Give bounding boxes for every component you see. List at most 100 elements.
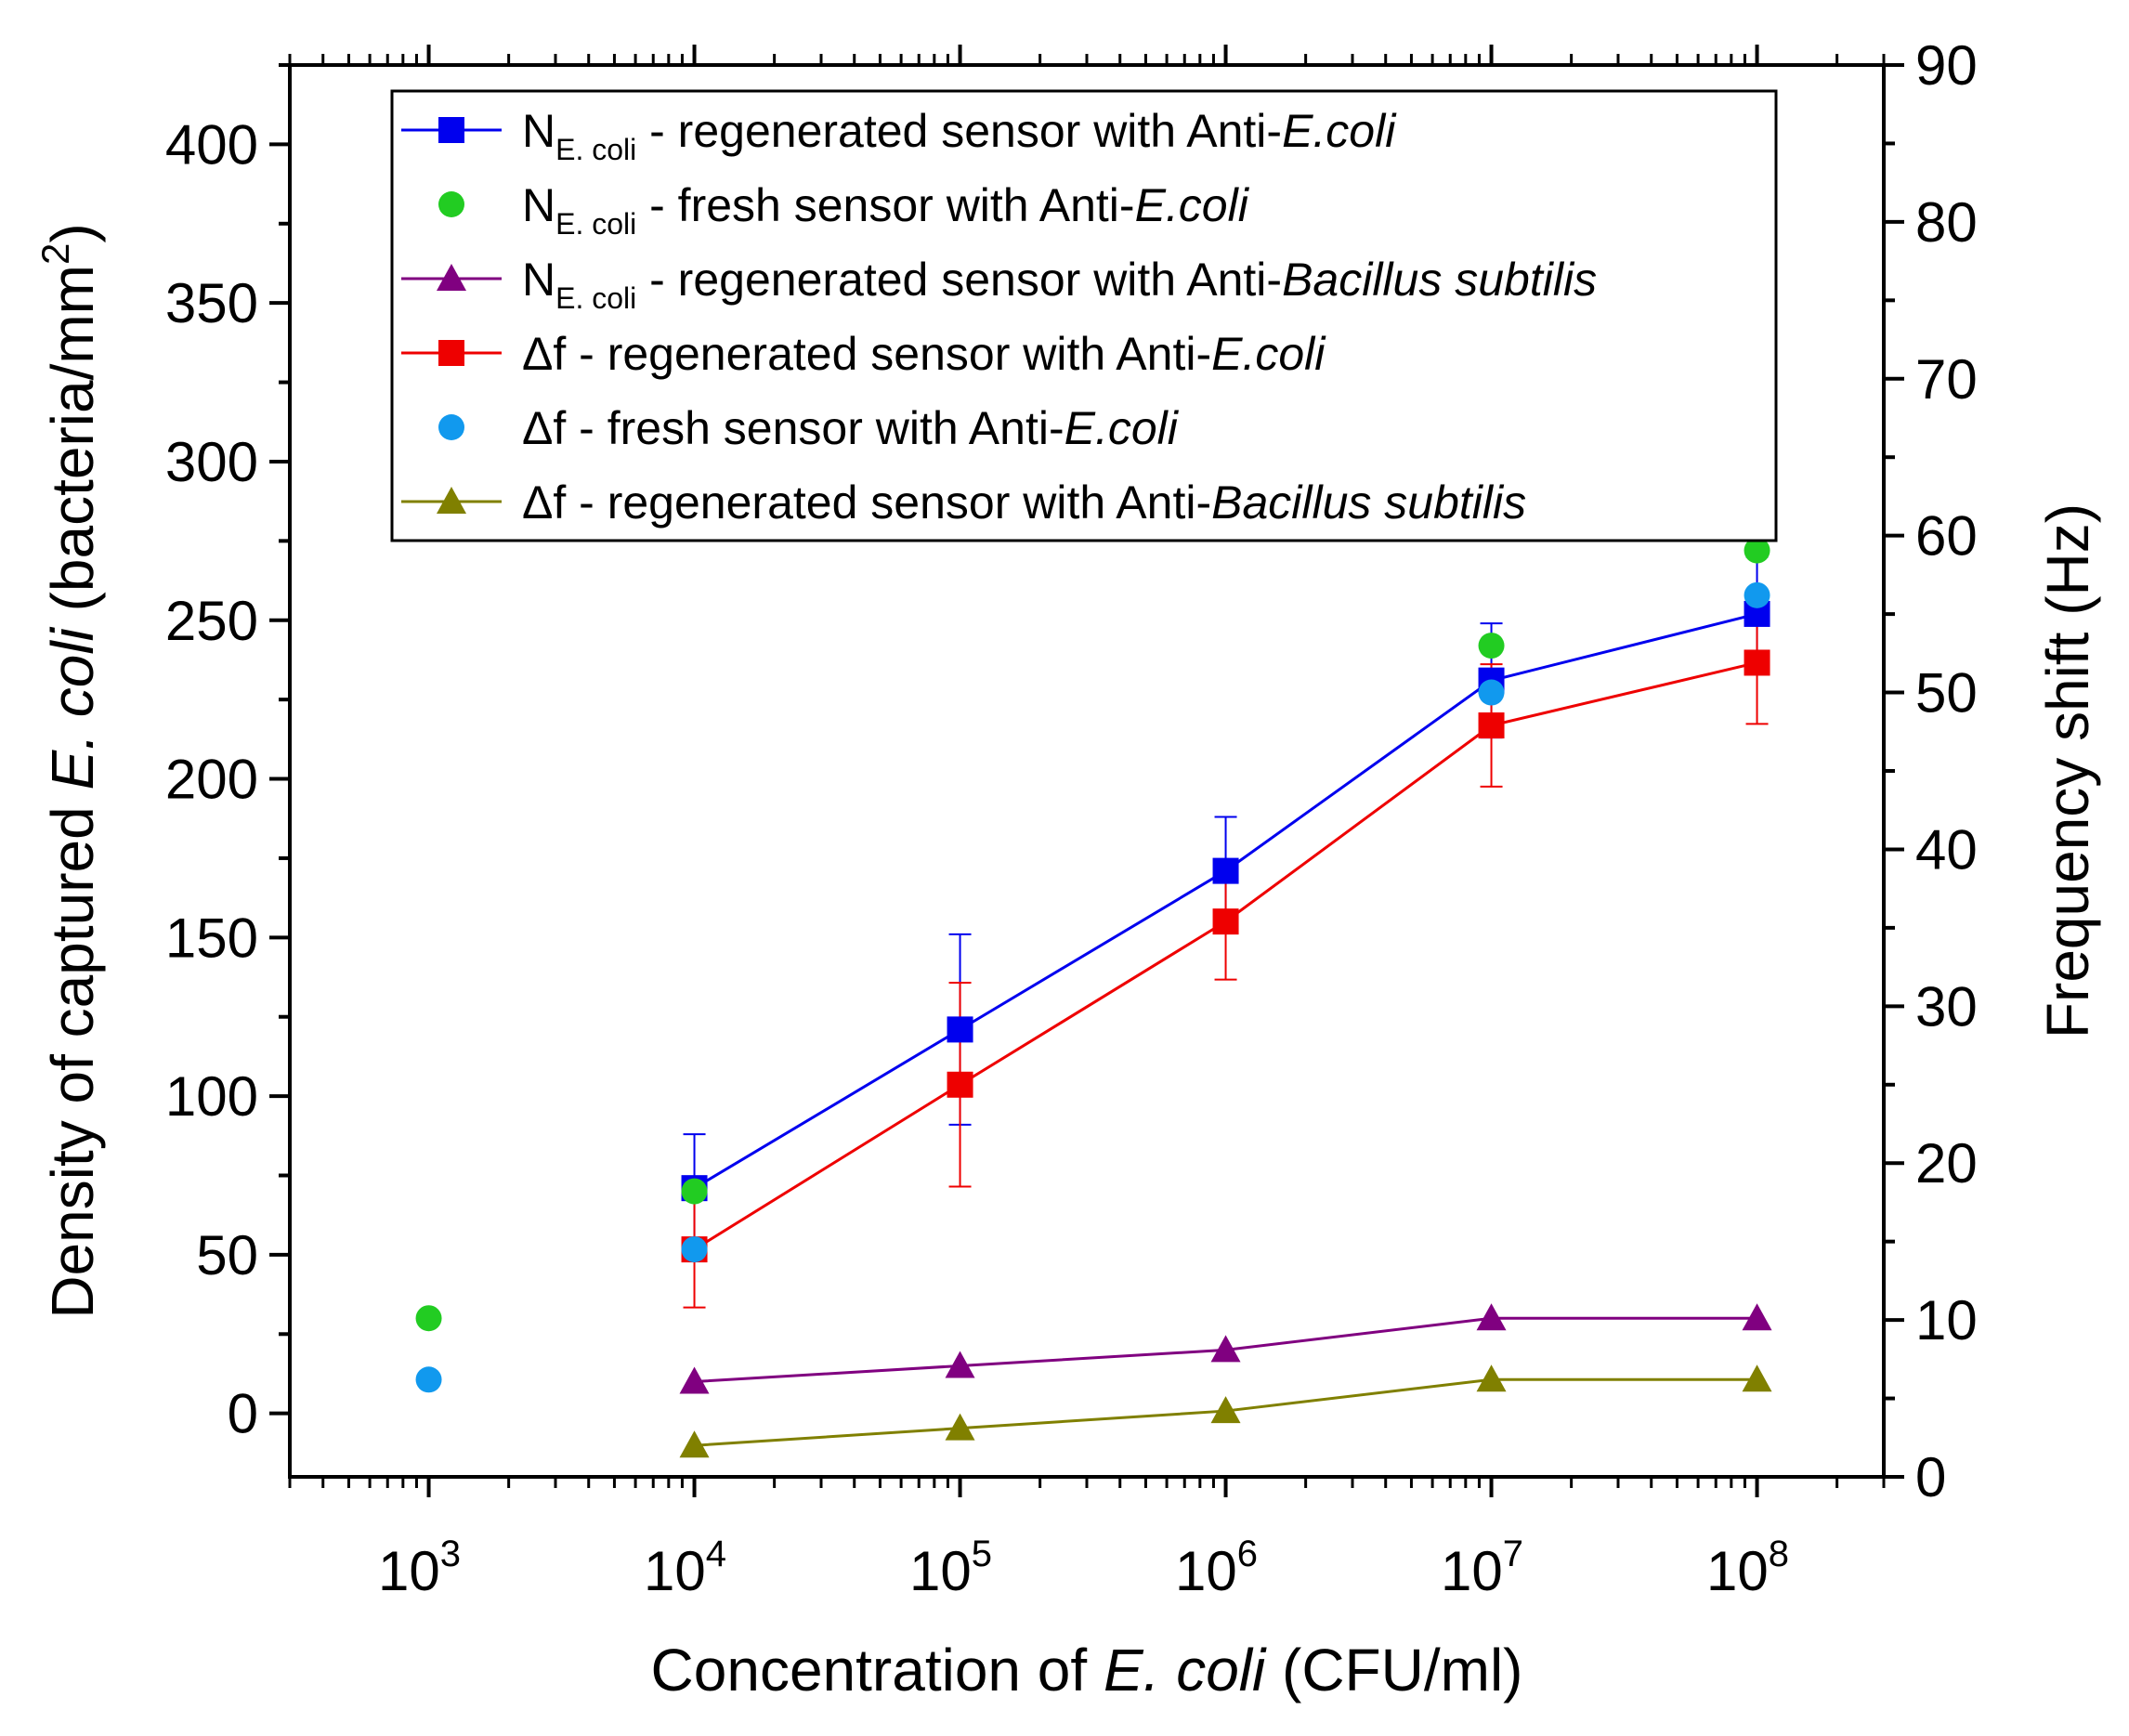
y-tick-label: 350 [165,272,258,334]
data-point [681,1236,708,1263]
legend-entry: NE. coli - fresh sensor with Anti-E.coli [438,179,1250,241]
x-tick-label: 108 [1706,1534,1789,1602]
data-point [1478,679,1505,706]
legend-marker [438,191,464,217]
y-axis-title-suffix: (bacteria/mm [39,265,106,628]
legend-text-main: Δf - fresh sensor with Anti- [522,402,1064,454]
y-tick-label: 400 [165,113,258,176]
legend-prefix: N [522,179,555,231]
legend-text-italic: E.coli [1282,105,1397,157]
legend-label: Δf - regenerated sensor with Anti-E.coli [522,328,1326,380]
x-tick-base: 10 [644,1540,706,1602]
data-point [1210,1396,1241,1424]
y-tick-label: 250 [165,590,258,652]
y-tick-label: 200 [165,749,258,811]
legend-prefix: N [522,105,555,157]
legend-label: Δf - regenerated sensor with Anti-Bacill… [522,476,1526,529]
y2-tick-label: 20 [1915,1132,1978,1194]
legend-label: NE. coli - regenerated sensor with Anti-… [522,105,1397,166]
data-point [679,1366,710,1394]
data-point [1476,1303,1507,1331]
data-point [1476,1364,1507,1392]
legend-text-italic: E.coli [1064,402,1180,454]
y2-tick-label: 40 [1915,818,1978,881]
x-tick-base: 10 [1441,1540,1503,1602]
legend-text-main: - fresh sensor with Anti- [636,179,1134,231]
data-point [1742,1364,1772,1392]
x-tick-label: 107 [1441,1534,1523,1602]
x-tick-base: 10 [909,1540,972,1602]
legend-label: NE. coli - regenerated sensor with Anti-… [522,254,1597,315]
legend-text-main: - regenerated sensor with Anti- [636,254,1282,306]
y-tick-label: 0 [228,1383,258,1445]
data-point [1744,537,1770,564]
legend-entry: Δf - fresh sensor with Anti-E.coli [438,402,1180,454]
data-point [1744,581,1770,608]
x-tick-exponent: 6 [1237,1534,1258,1574]
legend-marker [438,117,464,143]
data-point [1210,1335,1241,1363]
y-tick-label: 300 [165,431,258,493]
y-axis-title: Density of captured E. coli (bacteria/mm… [33,223,106,1318]
legend-label: NE. coli - fresh sensor with Anti-E.coli [522,179,1250,241]
y-axis-title-prefix: Density of captured [39,790,106,1318]
x-tick-base: 10 [1175,1540,1237,1602]
legend-subscript: E. coli [555,207,636,241]
x-axis-title-prefix: Concentration of [651,1637,1104,1703]
y2-axis-title: Frequency shift (Hz) [2034,503,2101,1038]
y-axis-title-sup: 2 [33,243,77,265]
y2-tick-label: 30 [1915,975,1978,1038]
legend-prefix: N [522,254,555,306]
data-point [945,1351,975,1378]
legend-subscript: E. coli [555,133,636,166]
y-axis-title-italic: E. coli [39,626,106,790]
legend-text-italic: Bacillus subtilis [1211,476,1526,529]
data-point [1742,1303,1772,1331]
series-markers-4 [415,581,1770,1393]
series-markers-2 [679,1303,1772,1394]
legend-marker [437,264,466,291]
legend-text-italic: E.coli [1135,179,1250,231]
y-axis-title-close: ) [39,223,106,242]
legend-entry: Δf - regenerated sensor with Anti-E.coli [401,328,1326,380]
series-markers-5 [679,1364,1772,1458]
x-tick-base: 10 [1706,1540,1769,1602]
data-point [1744,649,1770,676]
legend-marker [438,414,464,440]
legend-marker [437,487,466,514]
x-tick-label: 103 [378,1534,461,1602]
x-tick-exponent: 7 [1503,1534,1523,1574]
legend-label: Δf - fresh sensor with Anti-E.coli [522,402,1180,454]
x-tick-base: 10 [378,1540,440,1602]
x-axis-title: Concentration of E. coli (CFU/ml) [651,1637,1523,1703]
y2-tick-label: 10 [1915,1289,1978,1351]
y2-tick-label: 80 [1915,191,1978,254]
x-tick-exponent: 8 [1769,1534,1789,1574]
data-point [947,1071,973,1098]
x-tick-label: 104 [644,1534,726,1602]
legend-text-italic: E.coli [1211,328,1326,380]
x-tick-label: 105 [909,1534,992,1602]
y2-tick-label: 90 [1915,34,1978,97]
data-point [1478,712,1505,739]
data-point [1478,633,1505,659]
y2-tick-label: 70 [1915,348,1978,411]
series-markers-1 [415,537,1770,1332]
data-point [681,1178,708,1205]
y2-tick-label: 0 [1915,1446,1946,1508]
y2-tick-label: 60 [1915,505,1978,568]
data-point [1212,908,1239,935]
legend-subscript: E. coli [555,281,636,315]
x-tick-exponent: 3 [440,1534,461,1574]
data-point [415,1366,442,1393]
legend-entry: Δf - regenerated sensor with Anti-Bacill… [401,476,1526,529]
data-point [679,1430,710,1458]
x-tick-exponent: 5 [972,1534,992,1574]
legend-entry: NE. coli - regenerated sensor with Anti-… [401,254,1597,315]
legend-box [390,89,1778,542]
legend-text-main: - regenerated sensor with Anti- [636,105,1282,157]
legend-text-main: Δf - regenerated sensor with Anti- [522,328,1211,380]
data-point [947,1016,973,1043]
data-point [415,1305,442,1332]
